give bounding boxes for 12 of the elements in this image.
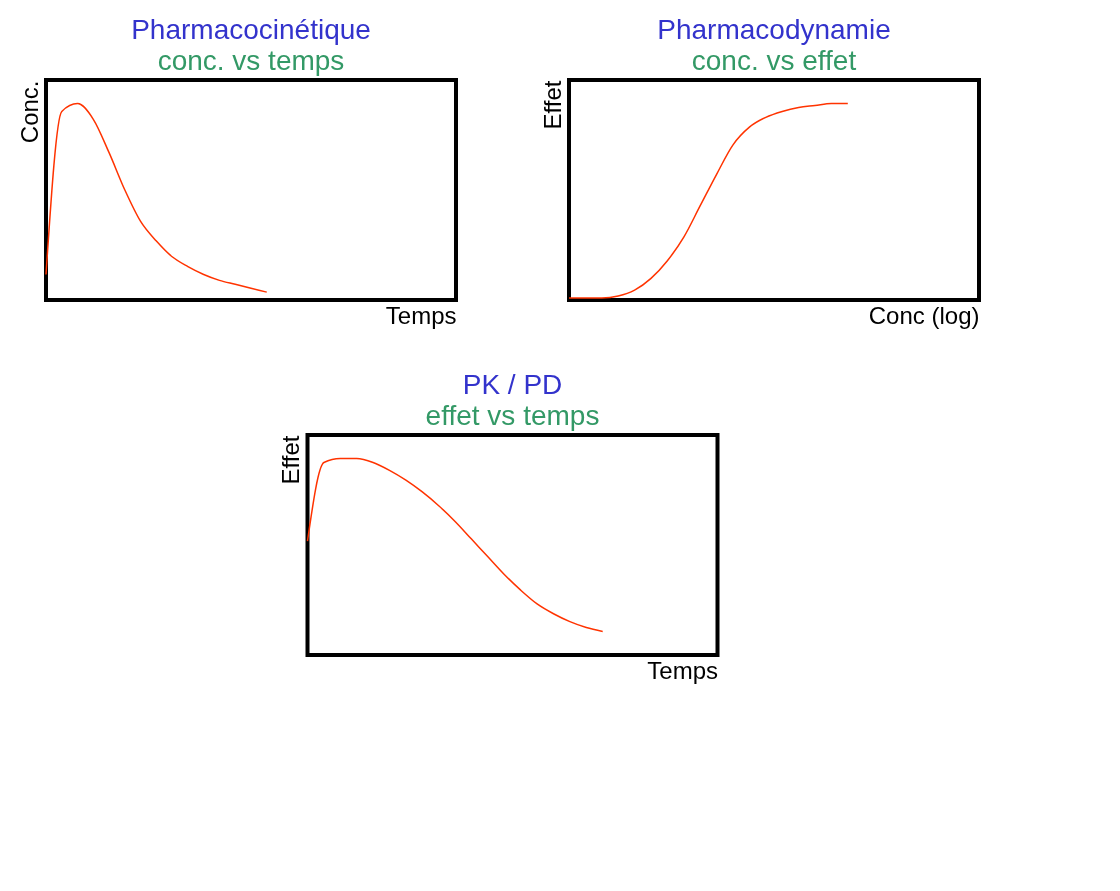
chart-subtitle: conc. vs temps [157, 45, 345, 76]
x-axis-title: Temps [647, 656, 718, 684]
x-axis-title: Temps [385, 301, 457, 329]
y-axis-title: Conc. [15, 80, 43, 144]
y-axis-title: Effet [538, 80, 566, 130]
y-axis-title: Effet [277, 435, 304, 485]
chart-title: Pharmacocinétique [131, 14, 371, 45]
x-axis-title: Conc (log) [868, 301, 980, 329]
chart-title: PK / PD [462, 369, 563, 400]
chart-subtitle: conc. vs effet [691, 45, 857, 76]
chart-title: Pharmacodynamie [657, 14, 891, 45]
chart-subtitle: effet vs temps [425, 400, 600, 431]
